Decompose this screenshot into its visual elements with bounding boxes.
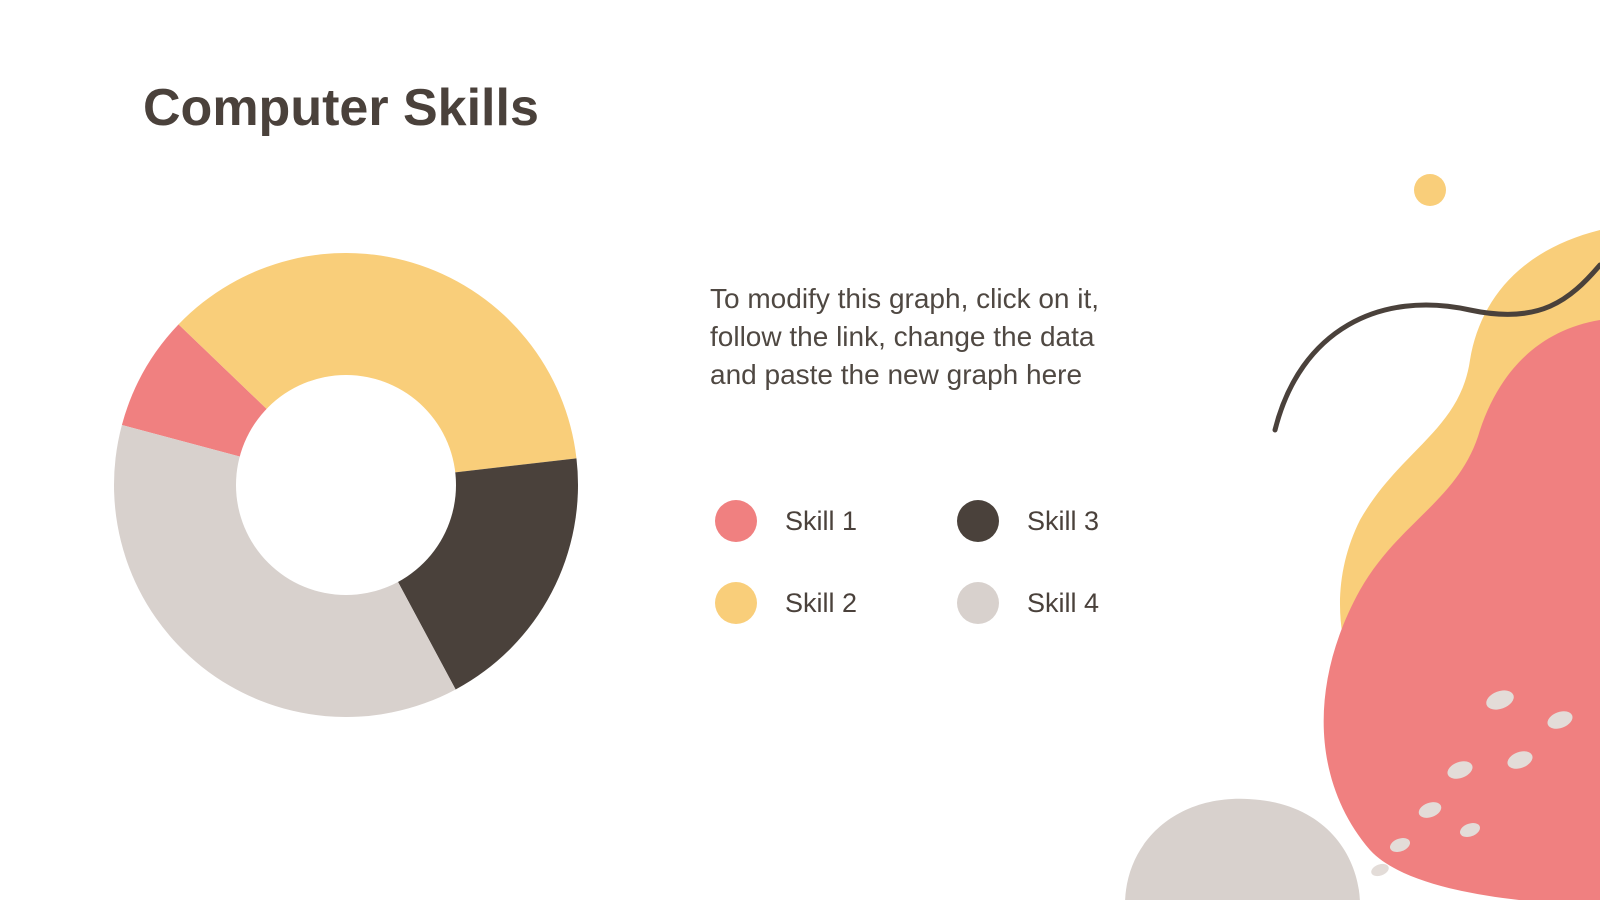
chart-instructions: To modify this graph, click on it, follo… [710,280,1099,393]
legend-label: Skill 3 [1027,506,1099,537]
legend-swatch [957,582,999,624]
donut-hole [236,375,456,595]
legend-item: Skill 4 [957,582,1099,624]
slide-stage: Computer Skills To modify this graph, cl… [0,0,1600,900]
legend-swatch [715,500,757,542]
legend-item: Skill 2 [715,582,857,624]
legend-label: Skill 4 [1027,588,1099,619]
legend-item: Skill 3 [957,500,1099,542]
legend-label: Skill 2 [785,588,857,619]
decorative-blobs [1000,0,1600,900]
chart-legend: Skill 1 Skill 3 Skill 2 Skill 4 [715,500,1099,624]
legend-swatch [957,500,999,542]
legend-item: Skill 1 [715,500,857,542]
legend-label: Skill 1 [785,506,857,537]
legend-swatch [715,582,757,624]
donut-chart[interactable] [114,253,578,717]
page-title: Computer Skills [143,78,539,138]
